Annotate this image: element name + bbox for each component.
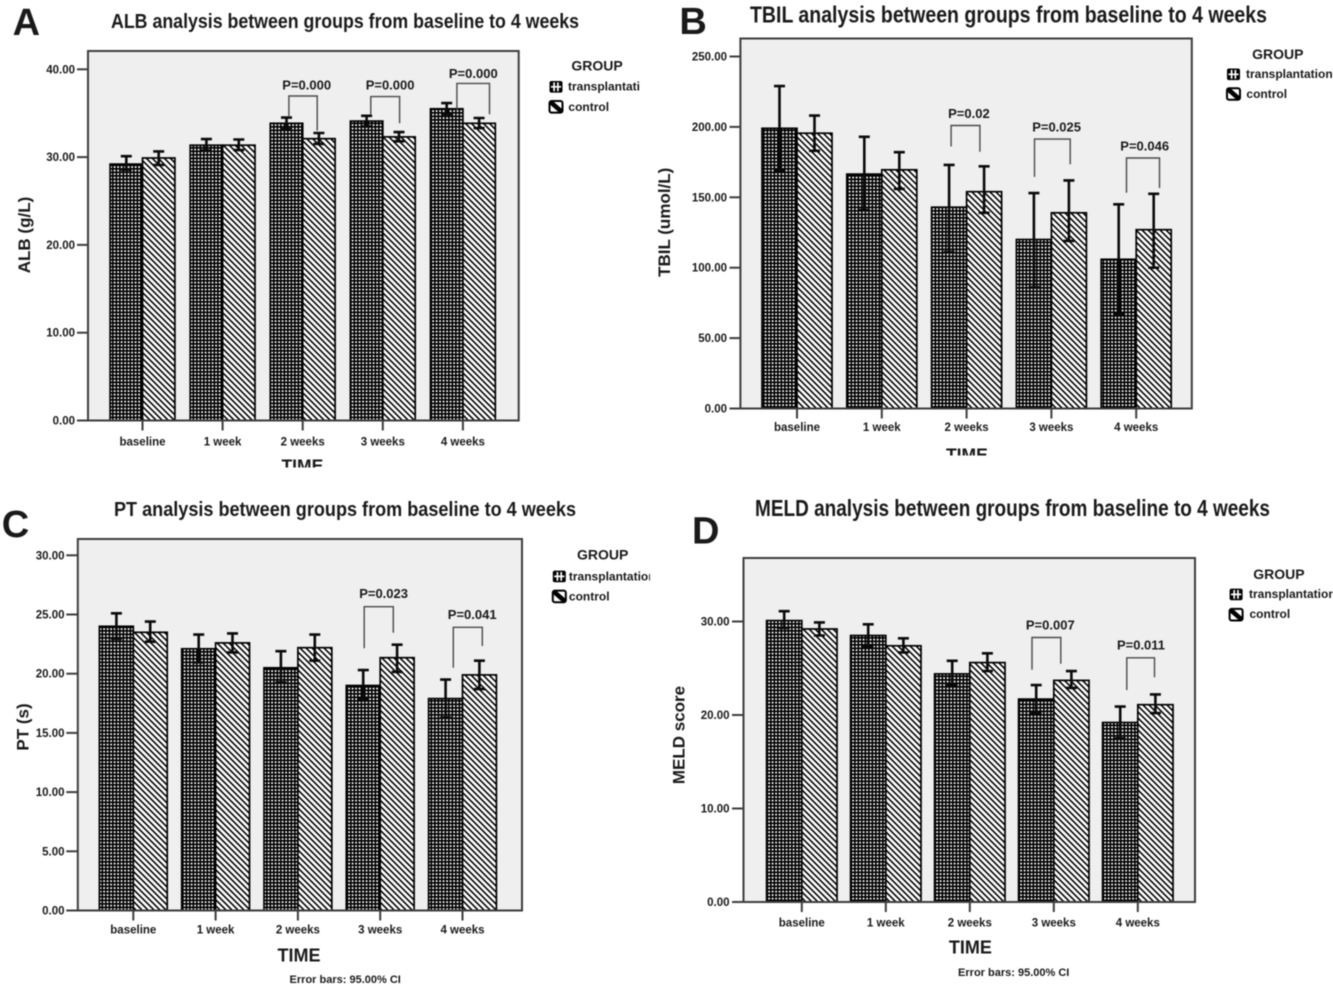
svg-text:1 week: 1 week <box>197 924 235 936</box>
svg-text:GROUP: GROUP <box>1253 566 1304 582</box>
svg-text:baseline: baseline <box>774 422 820 434</box>
svg-text:GROUP: GROUP <box>1252 46 1303 62</box>
svg-text:2 weeks: 2 weeks <box>281 437 325 449</box>
svg-text:Error bars: 95.00% CI: Error bars: 95.00% CI <box>958 967 1069 979</box>
svg-text:0.00: 0.00 <box>42 906 64 918</box>
svg-text:P=0.007: P=0.007 <box>1026 618 1075 633</box>
svg-text:P=0.041: P=0.041 <box>448 607 497 622</box>
svg-text:control: control <box>1246 87 1287 101</box>
svg-text:baseline: baseline <box>779 918 825 930</box>
svg-text:TBIL analysis between groups f: TBIL analysis between groups from baseli… <box>750 2 1267 28</box>
svg-text:transplantation: transplantation <box>569 570 656 584</box>
svg-text:150.00: 150.00 <box>692 192 727 204</box>
svg-text:2 weeks: 2 weeks <box>276 924 320 936</box>
svg-text:250.00: 250.00 <box>692 52 727 64</box>
svg-text:0.00: 0.00 <box>707 897 729 909</box>
svg-text:100.00: 100.00 <box>692 263 727 275</box>
svg-text:2 weeks: 2 weeks <box>948 918 992 930</box>
svg-text:20.00: 20.00 <box>701 710 730 722</box>
svg-text:3 weeks: 3 weeks <box>358 924 402 936</box>
svg-text:15.00: 15.00 <box>36 728 65 740</box>
svg-text:5.00: 5.00 <box>42 846 64 858</box>
svg-text:30.00: 30.00 <box>36 550 65 562</box>
svg-text:200.00: 200.00 <box>692 122 727 134</box>
svg-text:P=0.025: P=0.025 <box>1032 120 1081 135</box>
svg-text:20.00: 20.00 <box>36 669 65 681</box>
svg-text:0.00: 0.00 <box>705 404 727 416</box>
svg-text:25.00: 25.00 <box>36 610 65 622</box>
svg-text:transplantation: transplantation <box>1246 67 1333 81</box>
svg-text:TIME: TIME <box>281 456 323 476</box>
svg-text:A: A <box>13 2 40 44</box>
svg-text:B: B <box>679 1 706 43</box>
svg-text:PT analysis between groups fro: PT analysis between groups from baseline… <box>114 499 576 521</box>
svg-text:30.00: 30.00 <box>701 617 730 629</box>
svg-text:P=0.011: P=0.011 <box>1117 638 1165 653</box>
svg-text:4 weeks: 4 weeks <box>440 924 484 936</box>
svg-text:TIME: TIME <box>278 946 321 966</box>
svg-text:MELD score: MELD score <box>670 686 689 784</box>
svg-text:1 week: 1 week <box>867 918 905 930</box>
svg-text:P=0.023: P=0.023 <box>359 586 408 601</box>
svg-text:transplantation: transplantation <box>568 79 655 93</box>
svg-text:ALB analysis between groups fr: ALB analysis between groups from baselin… <box>111 11 579 33</box>
svg-text:20.00: 20.00 <box>46 240 75 252</box>
svg-text:P=0.000: P=0.000 <box>282 78 331 93</box>
svg-text:baseline: baseline <box>119 437 165 449</box>
svg-text:D: D <box>692 510 719 552</box>
svg-text:10.00: 10.00 <box>36 787 65 799</box>
svg-text:3 weeks: 3 weeks <box>1032 918 1076 930</box>
svg-text:TIME: TIME <box>946 444 988 464</box>
svg-text:control: control <box>569 590 610 604</box>
svg-text:1 week: 1 week <box>863 422 901 434</box>
svg-text:GROUP: GROUP <box>577 546 628 562</box>
svg-text:1 week: 1 week <box>204 437 242 449</box>
svg-text:4 weeks: 4 weeks <box>1116 918 1160 930</box>
svg-text:30.00: 30.00 <box>46 152 75 164</box>
svg-text:control: control <box>1250 607 1291 621</box>
svg-text:2 weeks: 2 weeks <box>945 422 989 434</box>
svg-text:4 weeks: 4 weeks <box>441 437 485 449</box>
svg-text:GROUP: GROUP <box>571 58 622 74</box>
svg-text:3 weeks: 3 weeks <box>361 437 405 449</box>
svg-text:TBIL (umol/L): TBIL (umol/L) <box>655 168 674 277</box>
svg-text:PT (s): PT (s) <box>14 703 33 750</box>
svg-text:Error bars: 95.00% CI: Error bars: 95.00% CI <box>290 974 401 986</box>
svg-text:4 weeks: 4 weeks <box>1114 422 1158 434</box>
svg-text:10.00: 10.00 <box>46 328 75 340</box>
svg-text:MELD analysis between groups f: MELD analysis between groups from baseli… <box>755 495 1270 521</box>
svg-text:P=0.02: P=0.02 <box>948 106 990 121</box>
svg-text:P=0.046: P=0.046 <box>1120 139 1169 154</box>
svg-text:0.00: 0.00 <box>53 416 75 428</box>
svg-text:P=0.000: P=0.000 <box>366 78 415 93</box>
svg-text:P=0.000: P=0.000 <box>449 66 498 81</box>
svg-text:control: control <box>568 100 609 114</box>
svg-text:C: C <box>2 504 29 546</box>
svg-text:TIME: TIME <box>949 937 992 957</box>
svg-text:50.00: 50.00 <box>698 333 727 345</box>
svg-text:baseline: baseline <box>110 924 156 936</box>
svg-text:transplantation: transplantation <box>1249 587 1333 601</box>
svg-text:40.00: 40.00 <box>46 64 75 76</box>
svg-text:ALB (g/L): ALB (g/L) <box>15 197 34 273</box>
svg-text:3 weeks: 3 weeks <box>1029 422 1073 434</box>
svg-text:10.00: 10.00 <box>701 804 730 816</box>
